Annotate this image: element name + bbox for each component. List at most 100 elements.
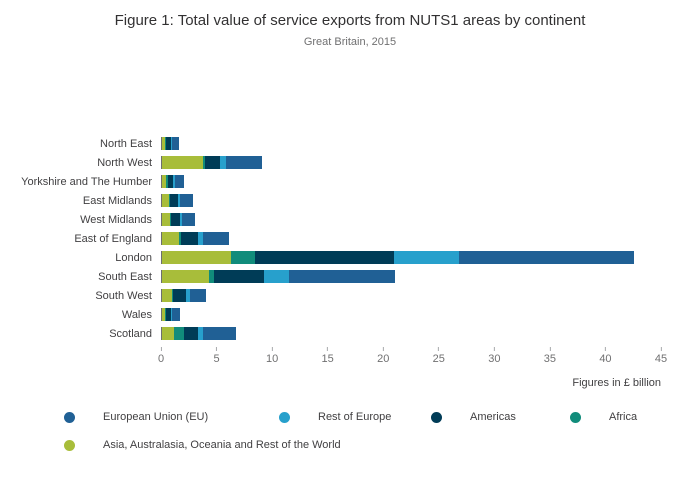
bar-row: South East [0,267,700,286]
x-tick-label: 35 [543,353,556,365]
bar-track [162,251,662,264]
category-label: East of England [74,232,152,245]
y-axis-line [161,327,662,340]
x-tick-mark [493,347,495,351]
y-axis-line [161,270,662,283]
x-tick-label: 0 [157,353,165,365]
bar-segment [170,213,180,226]
bar-segment [173,289,187,302]
bar-segment [162,156,204,169]
bar-segment [208,270,215,283]
bar-segment [162,270,209,283]
bar-segment [179,194,194,207]
bar-row: Yorkshire and The Humber [0,172,700,191]
bar-track [162,137,662,150]
x-tick-label: 30 [488,353,501,365]
y-axis-line [161,194,662,207]
y-axis-line [161,251,662,264]
category-label: Wales [121,308,152,321]
bar-segment [180,232,198,245]
bar-track [162,327,662,340]
category-label: South East [98,270,152,283]
x-tick-mark [271,347,273,351]
x-tick-mark [604,347,606,351]
bar-segment [170,308,172,321]
bar-segment [170,137,172,150]
bar-segment [171,137,179,150]
bar-segment [255,251,395,264]
legend-marker-icon [64,411,75,423]
x-tick-label: 10 [265,353,279,365]
chart-header: Figure 1: Total value of service exports… [0,0,700,48]
bar-segment [219,156,227,169]
category-label: London [115,251,152,264]
bar-segment [230,251,256,264]
x-tick: 5 [213,347,220,365]
legend-label: Africa [609,411,638,423]
bar-segment [166,308,171,321]
category-label: South West [95,289,152,302]
bar-segment [181,213,196,226]
x-tick: 25 [433,347,445,365]
category-label: North West [97,156,152,169]
bar-segment [203,232,229,245]
bar-segment [162,232,179,245]
bar-segment [162,213,170,226]
bar-segment [174,327,185,340]
legend-row: Asia, Australasia, Oceania and Rest of t… [64,439,700,451]
bar-segment [168,194,170,207]
bar-row: Wales [0,305,700,324]
bar-segment [205,156,220,169]
bar-segment [197,327,204,340]
chart-title: Figure 1: Total value of service exports… [114,12,586,29]
x-tick-mark [382,347,384,351]
category-label: West Midlands [80,213,152,226]
bar-row: East of England [0,229,700,248]
bar-track [162,289,662,302]
x-tick-mark [438,347,440,351]
bar-segment [458,251,635,264]
x-tick: 35 [544,347,556,365]
bar-segment [162,327,175,340]
y-axis-line [161,232,662,245]
legend-marker-icon [64,439,75,451]
legend-label: European Union (EU) [103,411,209,423]
legend-item: European Union (EU) [64,411,279,423]
bar-row: Scotland [0,324,700,343]
bar-row: North East [0,134,700,153]
legend-item: Rest of Europe [279,411,431,423]
x-tick-mark [549,347,551,351]
x-tick: 15 [322,347,334,365]
bar-segment [203,156,206,169]
bar-segment [169,213,171,226]
y-axis-line [161,289,662,302]
x-tick-mark [160,347,162,351]
bar-segment [172,289,174,302]
legend-item: Americas [431,411,570,423]
bar-row: North West [0,153,700,172]
bar-track [162,213,662,226]
bar-segment [162,137,166,150]
bar-segment [162,194,169,207]
bar-track [162,175,662,188]
category-label: Yorkshire and The Humber [21,175,152,188]
y-axis-line [161,137,662,150]
bar-track [162,194,662,207]
bar-segment [394,251,459,264]
chart-subtitle: Great Britain, 2015 [303,36,397,48]
bar-segment [175,175,185,188]
x-tick-label: 25 [432,353,445,365]
category-label: North East [100,137,152,150]
bar-segment [184,327,198,340]
bar-segment [179,213,182,226]
bar-segment [226,156,262,169]
bar-segment [162,175,167,188]
y-axis-line [161,175,662,188]
bar-segment [165,137,167,150]
bar-segment [177,194,180,207]
legend-row: European Union (EU) Rest of Europe America… [64,411,700,423]
legend-label: Asia, Australasia, Oceania and Rest of t… [103,439,341,451]
bar-segment [214,270,265,283]
x-tick: 0 [158,347,164,365]
bar-segment [178,232,181,245]
